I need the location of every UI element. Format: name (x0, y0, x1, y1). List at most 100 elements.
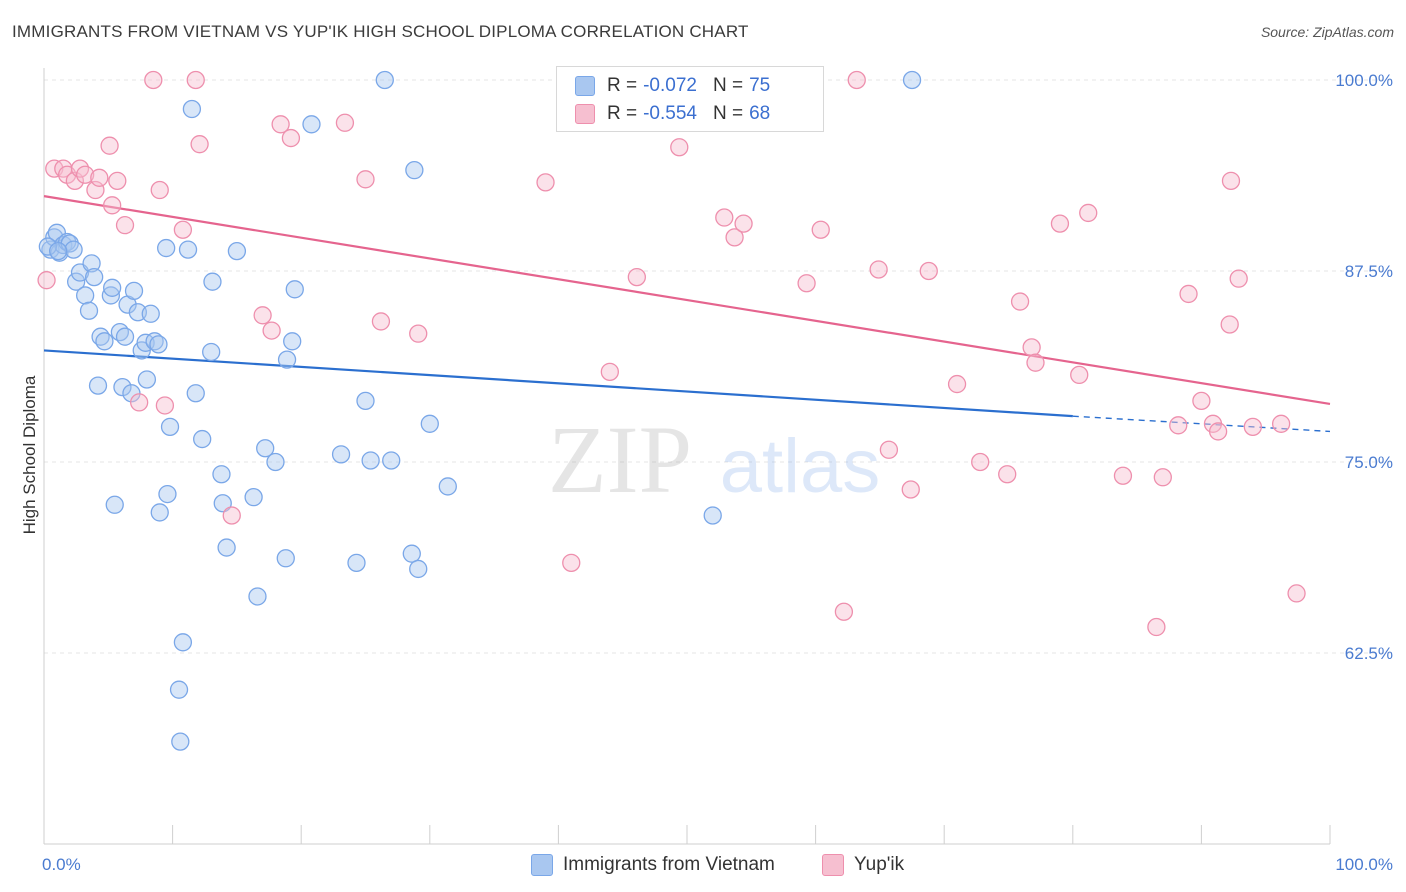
data-point-yupik (998, 465, 1017, 484)
data-point-yupik (100, 136, 119, 155)
data-point-vietnam (902, 70, 922, 90)
data-point-vietnam (149, 335, 168, 354)
data-point-yupik (834, 602, 854, 621)
data-point-yupik (627, 267, 646, 287)
data-point-vietnam (115, 327, 135, 346)
data-point-yupik (222, 506, 241, 525)
data-point-yupik (37, 271, 56, 290)
bottom-legend-label-vietnam: Immigrants from Vietnam (563, 854, 775, 875)
legend-r-label: R = (607, 75, 638, 96)
x-tick-label: 100.0% (1335, 855, 1393, 874)
data-point-yupik (1287, 584, 1306, 603)
data-point-vietnam (375, 70, 394, 90)
legend-row-vietnam: R = -0.072 N = 75 (575, 73, 770, 99)
data-point-yupik (536, 173, 555, 192)
data-point-vietnam (137, 370, 157, 389)
data-point-yupik (356, 170, 375, 189)
data-point-vietnam (405, 161, 424, 180)
legend-n-label: N = (712, 103, 744, 124)
data-point-vietnam (88, 376, 108, 395)
data-point-yupik (155, 396, 175, 415)
data-point-vietnam (67, 272, 86, 291)
data-point-yupik (1022, 338, 1041, 357)
data-point-yupik (1221, 171, 1241, 190)
y-tick-label: 75.0% (1345, 453, 1393, 472)
data-point-yupik (1169, 416, 1188, 435)
data-point-vietnam (213, 494, 232, 513)
data-point-vietnam (122, 384, 141, 403)
legend-n-value-yupik: 68 (749, 103, 771, 124)
data-point-vietnam (48, 241, 68, 261)
bottom-legend-label-yupik: Yup'ik (854, 854, 905, 875)
data-point-vietnam (402, 544, 421, 563)
data-point-vietnam (141, 304, 160, 323)
data-point-vietnam (82, 254, 101, 273)
data-point-yupik (1050, 214, 1070, 233)
bottom-legend-vietnam: Immigrants from Vietnam (531, 852, 775, 878)
legend-r-value-vietnam: -0.072 (643, 75, 697, 96)
watermark: ZIP atlas (548, 406, 880, 513)
data-point-vietnam (438, 477, 457, 496)
y-tick-label: 87.5% (1345, 262, 1393, 281)
data-point-vietnam (420, 414, 439, 433)
data-point-vietnam (331, 445, 351, 464)
data-point-yupik (600, 362, 619, 381)
data-point-vietnam (203, 272, 222, 291)
data-point-vietnam (158, 484, 177, 504)
x-tick-label: 0.0% (42, 855, 81, 874)
data-point-yupik (670, 138, 689, 157)
data-point-vietnam (703, 506, 722, 525)
data-point-yupik (1153, 468, 1172, 487)
data-point-yupik (947, 374, 967, 394)
y-tick-label: 100.0% (1335, 71, 1393, 90)
trend-line-yupik (43, 195, 1331, 406)
data-point-vietnam (227, 241, 247, 261)
data-point-vietnam (178, 240, 198, 259)
y-tick-label: 62.5% (1345, 644, 1393, 663)
trend-lines (43, 195, 1331, 433)
tick-labels: 62.5% 75.0% 87.5% 100.0% 0.0% 100.0% (42, 71, 1393, 874)
series-yupik-points (37, 70, 1306, 637)
axes (43, 68, 1331, 845)
bottom-legend-swatch-vietnam (531, 854, 553, 876)
series-vietnam-points (38, 70, 922, 751)
legend-swatch-yupik (575, 104, 595, 124)
data-point-yupik (262, 321, 281, 340)
data-point-yupik (103, 196, 122, 215)
data-point-yupik (1179, 284, 1198, 304)
data-point-vietnam (79, 301, 99, 320)
legend-row-yupik: R = -0.554 N = 68 (575, 101, 770, 127)
data-point-vietnam (160, 417, 180, 437)
data-point-vietnam (150, 503, 169, 522)
data-point-vietnam (169, 680, 189, 699)
watermark-zip: ZIP (548, 406, 692, 513)
data-point-yupik (144, 70, 163, 90)
data-point-yupik (150, 180, 169, 200)
watermark-atlas: atlas (720, 424, 881, 509)
data-point-vietnam (248, 587, 267, 606)
data-point-yupik (253, 306, 272, 325)
legend-r-label: R = (607, 103, 638, 124)
data-point-vietnam (361, 451, 380, 470)
data-point-vietnam (217, 538, 236, 557)
data-point-yupik (1079, 203, 1098, 223)
data-point-vietnam (277, 350, 297, 369)
data-point-yupik (108, 171, 127, 190)
data-point-yupik (76, 165, 95, 184)
data-point-yupik (371, 312, 391, 331)
chart-title: IMMIGRANTS FROM VIETNAM VS YUP'IK HIGH S… (12, 22, 749, 41)
data-point-yupik (90, 168, 109, 187)
data-point-vietnam (85, 267, 104, 287)
data-point-vietnam (171, 732, 190, 751)
legend-n-value-vietnam: 75 (749, 75, 771, 96)
data-point-vietnam (212, 465, 231, 484)
data-point-yupik (1243, 417, 1262, 437)
data-point-yupik (562, 553, 581, 572)
source-label: Source: ZipAtlas.com (1260, 24, 1394, 40)
data-point-vietnam (95, 332, 114, 351)
data-point-yupik (1192, 391, 1211, 411)
data-point-yupik (186, 70, 205, 90)
legend-n-label: N = (712, 75, 744, 96)
data-point-yupik (271, 115, 290, 134)
